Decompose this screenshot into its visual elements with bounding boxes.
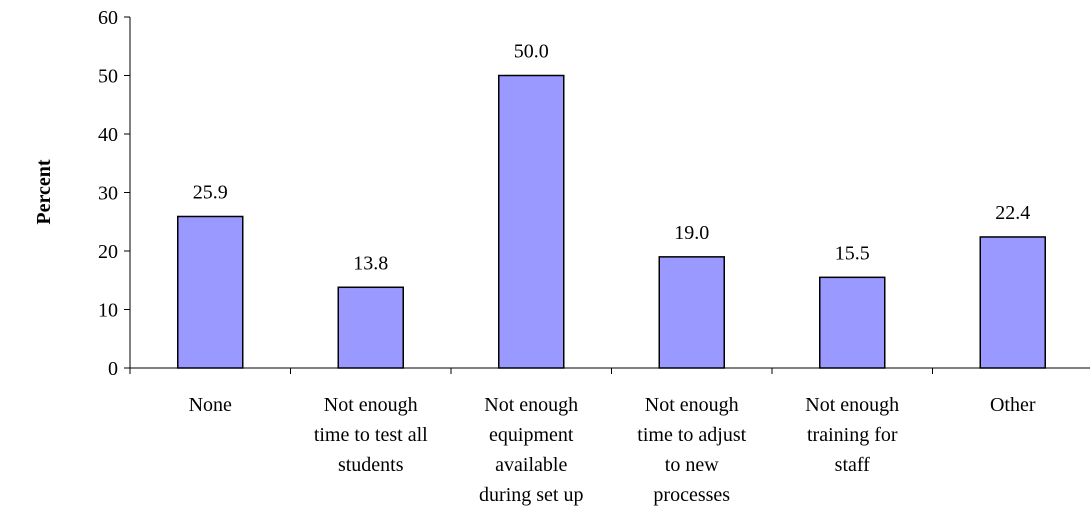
x-tick-label: time to test all	[314, 424, 428, 446]
bar	[658, 256, 725, 369]
data-label: 15.5	[835, 242, 870, 264]
data-label: 13.8	[353, 252, 388, 274]
data-label: 19.0	[674, 222, 709, 244]
x-tick-label: Not enough	[324, 394, 418, 416]
bar	[979, 236, 1046, 369]
y-tick-label: 40	[98, 124, 118, 146]
x-tick-label: training for	[807, 424, 898, 446]
y-axis-title-group: Percent	[33, 159, 55, 224]
data-label: 50.0	[514, 41, 549, 63]
x-tick-label: students	[338, 454, 404, 476]
x-tick-label: processes	[653, 484, 730, 506]
x-tick-label: equipment	[489, 424, 574, 446]
x-tick-label: during set up	[479, 484, 583, 506]
x-tick-label: to new	[665, 454, 719, 476]
x-tick-label: Not enough	[645, 394, 739, 416]
y-tick-label: 10	[98, 300, 118, 322]
y-tick-label: 50	[98, 66, 118, 88]
data-label: 25.9	[193, 181, 228, 203]
bar	[498, 74, 565, 369]
x-axis	[129, 367, 1090, 374]
y-axis: 0 10 20 30 40 50 60	[98, 7, 131, 380]
x-tick-label: None	[189, 394, 232, 416]
x-tick-label: time to adjust	[637, 424, 746, 446]
x-tick-labels: None Not enough time to test all students No…	[189, 394, 1036, 506]
y-tick-label: 30	[98, 183, 118, 205]
y-tick-label: 60	[98, 7, 118, 29]
y-tick-label: 0	[108, 358, 118, 380]
x-tick-label: Not enough	[484, 394, 578, 416]
data-label: 22.4	[995, 202, 1030, 224]
y-axis-title: Percent	[33, 159, 55, 224]
x-tick-label: available	[495, 454, 567, 476]
x-tick-label: Other	[990, 394, 1036, 416]
x-tick-label: staff	[835, 454, 871, 476]
data-labels: 25.9 13.8 50.0 19.0 15.5 22.4	[193, 41, 1031, 275]
bars	[177, 74, 1046, 369]
y-tick-label: 20	[98, 241, 118, 263]
bar	[819, 276, 886, 369]
bar	[337, 286, 404, 369]
x-tick-label: Not enough	[805, 394, 899, 416]
bar	[177, 215, 244, 369]
